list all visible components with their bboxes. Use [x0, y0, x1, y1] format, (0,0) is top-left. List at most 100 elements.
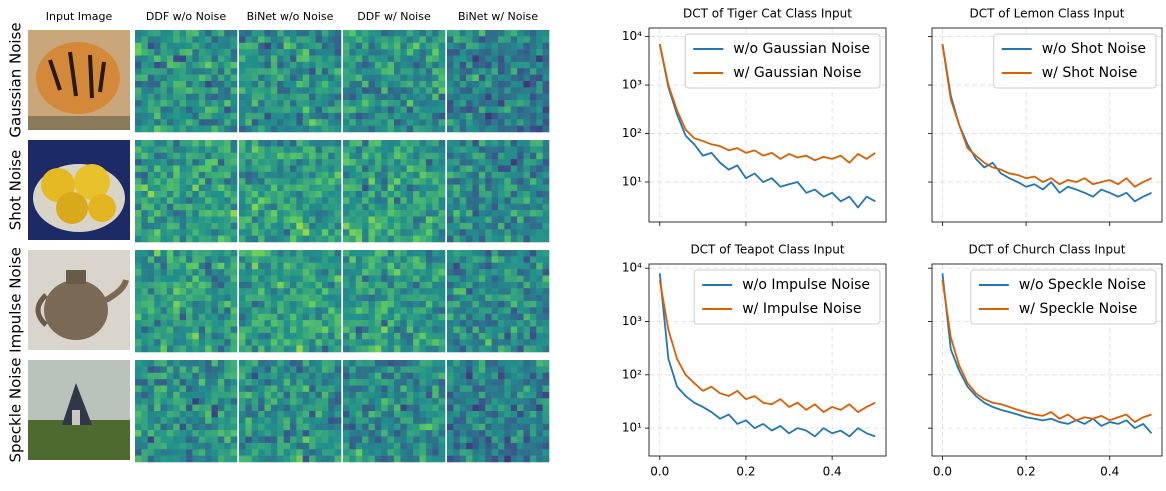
heatmap-cell [277, 204, 284, 211]
heatmap-cell [135, 197, 142, 204]
heatmap-cell [394, 166, 401, 173]
heatmap-cell [498, 100, 505, 107]
heatmap-cell [517, 288, 524, 295]
heatmap-cell [161, 210, 168, 217]
heatmap-cell [186, 411, 193, 418]
heatmap-cell [154, 49, 161, 56]
heatmap-cell [173, 314, 180, 321]
heatmap-cell [498, 119, 505, 126]
heatmap-cell [180, 301, 187, 308]
heatmap-cell [407, 411, 414, 418]
heatmap-cell [205, 360, 212, 367]
heatmap-cell [154, 107, 161, 114]
heatmap-cell [536, 81, 543, 88]
heatmap-cell [141, 30, 148, 37]
heatmap-cell [530, 146, 537, 153]
heatmap-cell [192, 256, 199, 263]
heatmap-cell [460, 424, 467, 431]
heatmap-cell [284, 339, 291, 346]
heatmap-cell [413, 443, 420, 450]
heatmap-cell [426, 236, 433, 243]
heatmap-cell [420, 223, 427, 230]
heatmap-cell [388, 62, 395, 69]
heatmap-cell [328, 229, 335, 236]
heatmap-cell [296, 62, 303, 69]
heatmap-cell [296, 269, 303, 276]
heatmap-cell [400, 236, 407, 243]
heatmap-cell [375, 140, 382, 147]
heatmap-cell [224, 204, 231, 211]
heatmap-cell [186, 269, 193, 276]
heatmap-cell [524, 346, 531, 353]
heatmap-cell [135, 411, 142, 418]
heatmap-cell [479, 172, 486, 179]
heatmap-cell [473, 146, 480, 153]
heatmap-cell [205, 75, 212, 82]
heatmap-cell [322, 229, 329, 236]
heatmap-cell [212, 276, 219, 283]
heatmap-cell [205, 430, 212, 437]
heatmap-cell [524, 250, 531, 257]
heatmap-cell [231, 288, 238, 295]
heatmap-cell [161, 229, 168, 236]
heatmap-cell [239, 430, 246, 437]
heatmap-cell [271, 49, 278, 56]
heatmap-cell [388, 398, 395, 405]
heatmap-cell [239, 333, 246, 340]
heatmap-cell [154, 68, 161, 75]
heatmap-cell [258, 140, 265, 147]
heatmap-cell [231, 379, 238, 386]
heatmap-cell [239, 210, 246, 217]
heatmap-cell [407, 191, 414, 198]
heatmap-cell [173, 172, 180, 179]
heatmap-cell [277, 301, 284, 308]
heatmap-cell [479, 100, 486, 107]
heatmap-cell [511, 360, 518, 367]
heatmap-cell [154, 405, 161, 412]
heatmap-cell [447, 398, 454, 405]
heatmap-cell [290, 314, 297, 321]
heatmap-cell [473, 386, 480, 393]
heatmap-cell [400, 398, 407, 405]
heatmap-cell [453, 223, 460, 230]
heatmap-cell [135, 360, 142, 367]
heatmap-cell [284, 320, 291, 327]
heatmap-cell [460, 411, 467, 418]
heatmap-cell [135, 75, 142, 82]
heatmap-cell [205, 424, 212, 431]
heatmap-cell [420, 256, 427, 263]
heatmap-cell [473, 360, 480, 367]
heatmap-cell [135, 94, 142, 101]
heatmap-cell [447, 75, 454, 82]
heatmap-cell [303, 333, 310, 340]
heatmap-cell [394, 159, 401, 166]
heatmap-cell [180, 411, 187, 418]
heatmap-cell [375, 185, 382, 192]
heatmap-cell [328, 236, 335, 243]
heatmap-cell [186, 126, 193, 133]
heatmap-cell [224, 405, 231, 412]
heatmap-cell [356, 456, 363, 463]
heatmap-cell [322, 87, 329, 94]
heatmap-cell [167, 373, 174, 380]
heatmap-cell [524, 140, 531, 147]
heatmap-cell [290, 392, 297, 399]
heatmap-cell [173, 140, 180, 147]
heatmap-cell [271, 236, 278, 243]
heatmap-cell [413, 360, 420, 367]
heatmap-cell [439, 56, 446, 63]
heatmap-cell [252, 339, 259, 346]
heatmap-cell [369, 411, 376, 418]
heatmap-cell [167, 166, 174, 173]
heatmap-cell [224, 373, 231, 380]
heatmap-cell [328, 87, 335, 94]
heatmap-cell [218, 256, 225, 263]
heatmap-cell [245, 204, 252, 211]
heatmap-cell [173, 386, 180, 393]
heatmap-cell [394, 392, 401, 399]
heatmap-cell [460, 366, 467, 373]
heatmap-cell [453, 75, 460, 82]
heatmap-cell [375, 263, 382, 270]
heatmap-cell [173, 191, 180, 198]
heatmap-cell [265, 430, 272, 437]
